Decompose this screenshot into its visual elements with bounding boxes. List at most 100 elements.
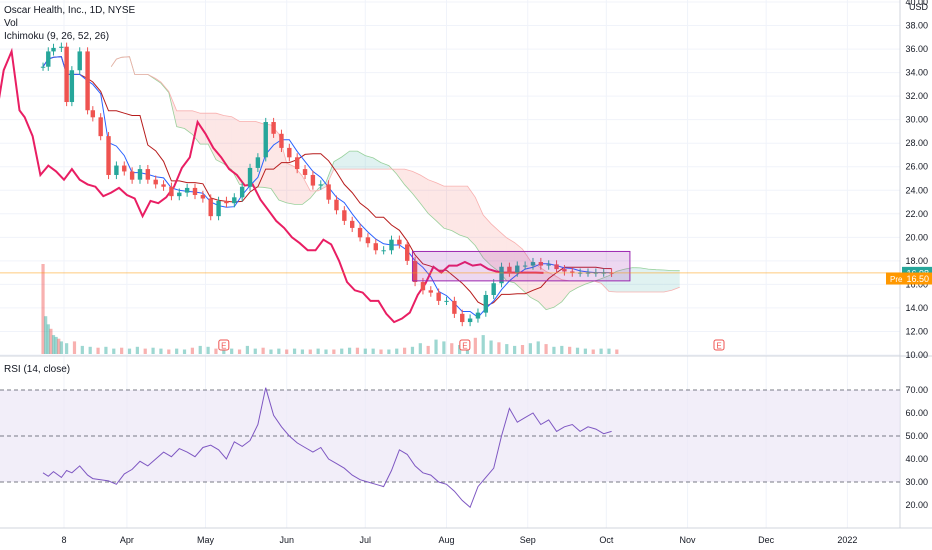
ichimoku-cloud-bearish (294, 166, 303, 205)
earnings-label: E (221, 342, 226, 351)
candle-body (460, 313, 465, 323)
candle-body (499, 266, 504, 284)
volume-bar (308, 349, 312, 354)
candle-body (122, 165, 127, 172)
volume-bar (379, 349, 383, 354)
candle-body (342, 210, 347, 221)
volume-bar (285, 349, 289, 354)
ichimoku-cloud-bullish (333, 157, 342, 170)
volume-bar (190, 347, 194, 354)
ichimoku-cloud-bearish (255, 121, 264, 188)
earnings-marker: E (459, 339, 471, 351)
volume-bar (528, 343, 532, 354)
volume-bar (237, 349, 242, 354)
earnings-label: E (462, 342, 467, 351)
volume-bar (96, 347, 100, 354)
ichimoku-cloud-bullish (663, 269, 672, 293)
time-axis-tick: Apr (120, 535, 134, 545)
candle-body (59, 46, 64, 48)
ichimoku-legend[interactable]: Ichimoku (9, 26, 52, 26) (4, 31, 110, 42)
candle-body (491, 283, 496, 295)
ichimoku-cloud-bearish (561, 279, 570, 302)
volume-bar (340, 348, 344, 354)
ichimoku-cloud-bullish (640, 267, 649, 293)
candle-body (200, 194, 206, 199)
candle-body (538, 262, 544, 266)
volume-bar (49, 328, 53, 354)
volume-bar (615, 349, 619, 354)
volume-bar (410, 346, 415, 354)
rsi-axis-tick: 30.00 (905, 477, 928, 487)
volume-bar (599, 348, 603, 354)
candle-body (302, 169, 308, 175)
volume-bar (442, 341, 446, 354)
candle-body (263, 122, 268, 158)
time-axis-tick: Dec (758, 535, 775, 545)
price-axis-tick: 12.00 (905, 326, 928, 336)
volume-legend[interactable]: Vol (4, 18, 18, 29)
candle-body (239, 186, 245, 198)
volume-bar (607, 348, 611, 354)
ichimoku-cloud-bullish (381, 162, 389, 170)
volume-bar (277, 348, 281, 354)
candle-body (271, 122, 276, 134)
pre-market-label: Pre (890, 275, 903, 284)
volume-bar (182, 349, 187, 354)
candle-body (224, 200, 229, 204)
ichimoku-cloud-bearish (270, 124, 279, 200)
volume-bar (544, 344, 548, 354)
ichimoku-cloud-bullish (648, 269, 657, 293)
ichimoku-base-line (42, 56, 612, 307)
earnings-badge (713, 339, 725, 351)
candle-body (467, 318, 473, 323)
ichimoku-cloud-bearish (215, 113, 224, 164)
price-axis-tick: 22.00 (905, 209, 928, 219)
pre-market-tag (886, 272, 932, 285)
volume-bar (112, 348, 116, 354)
ichimoku-lagging-span (0, 47, 544, 324)
price-axis-tick: 36.00 (905, 44, 928, 54)
volume-bar (395, 348, 399, 354)
ichimoku-cloud-bearish (475, 197, 484, 258)
candle-body (515, 265, 520, 273)
ichimoku-cloud-bearish (223, 115, 232, 170)
ichimoku-cloud-bullish (624, 267, 633, 293)
ichimoku-cloud-bearish (491, 223, 499, 272)
candle-body (546, 264, 551, 266)
volume-bar (489, 340, 493, 354)
candle-body (153, 179, 158, 185)
rsi-legend[interactable]: RSI (14, close) (4, 364, 71, 375)
ichimoku-cloud-bearish (443, 186, 452, 231)
price-pane-bg (0, 0, 900, 355)
volume-bar (167, 349, 171, 354)
volume-bar (80, 345, 84, 354)
pre-market-value: 16.50 (906, 274, 929, 284)
ichimoku-conversion-line (42, 56, 612, 318)
candle-body (389, 239, 394, 251)
volume-bar (371, 348, 375, 354)
ichimoku-cloud-bearish (286, 163, 295, 205)
time-axis-tick: Jul (360, 535, 372, 545)
volume-bar (481, 335, 485, 354)
ichimoku-cloud-bullish (608, 271, 617, 293)
earnings-badge (459, 339, 471, 351)
candle-body (114, 165, 119, 175)
earnings-marker: E (713, 339, 725, 351)
volume-bar (57, 338, 61, 354)
candle-body (522, 265, 528, 267)
ichimoku-cloud-bearish (239, 121, 248, 186)
candle-body (40, 66, 46, 68)
candle-body (51, 47, 56, 52)
volume-bar (324, 349, 328, 354)
volume-bar (59, 341, 63, 354)
ichimoku-cloud-bullish (326, 161, 334, 187)
candle-body (444, 300, 449, 302)
candle-body (530, 262, 536, 266)
candle-body (507, 266, 512, 273)
volume-bar (230, 348, 234, 354)
earnings-marker: E (218, 339, 230, 351)
symbol-title[interactable]: Oscar Health, Inc., 1D, NYSE (4, 5, 136, 16)
volume-bar (316, 348, 320, 354)
volume-bar (51, 335, 56, 354)
